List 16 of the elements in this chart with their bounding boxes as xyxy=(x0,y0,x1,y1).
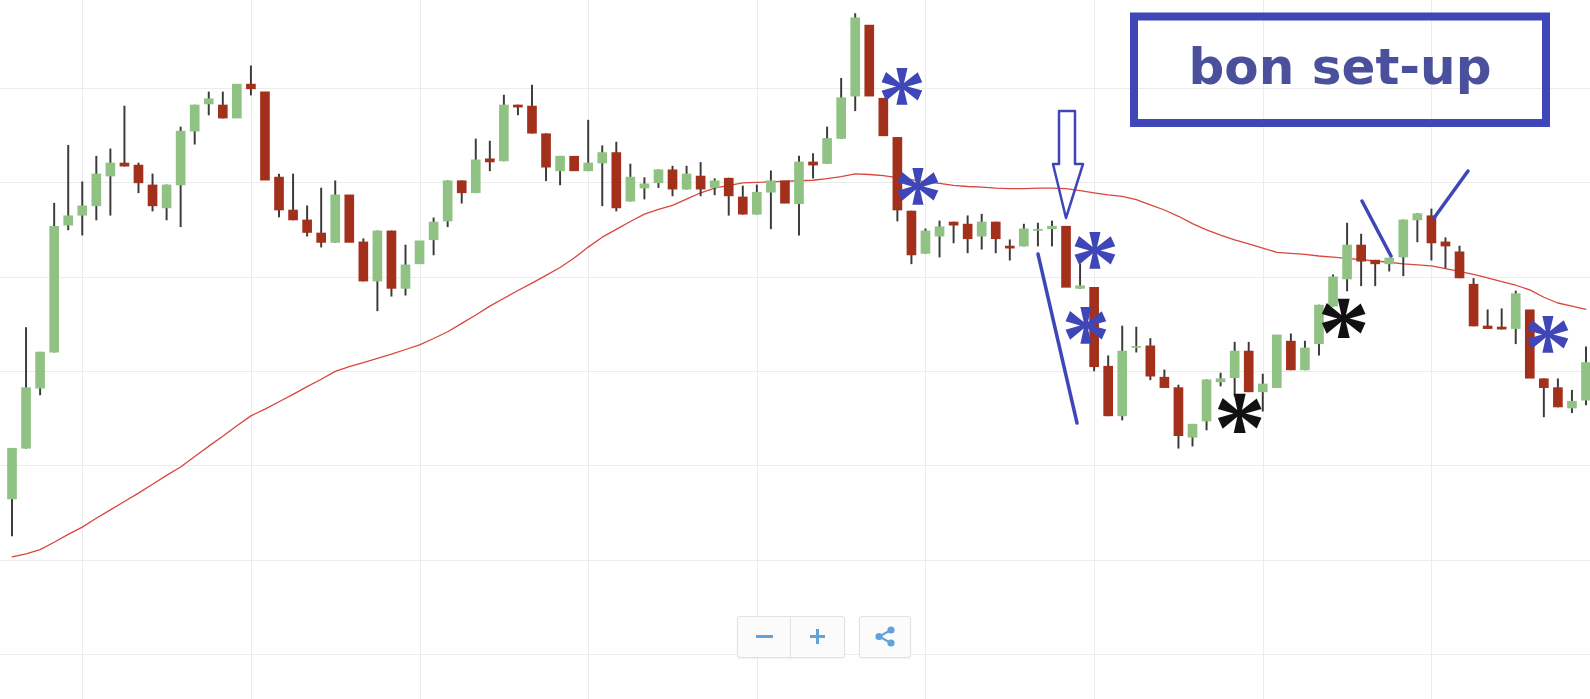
candlestick xyxy=(63,144,74,231)
candlestick xyxy=(414,240,425,265)
candlestick xyxy=(344,194,355,243)
annotation: * xyxy=(1317,274,1370,390)
candlestick xyxy=(260,91,270,181)
annotation: * xyxy=(877,44,927,153)
candlestick xyxy=(780,180,790,204)
candlestick xyxy=(232,83,242,119)
candlestick xyxy=(1061,225,1071,288)
candlestick xyxy=(1271,334,1282,388)
annotation: bon set-up xyxy=(1188,38,1492,96)
annotation: * xyxy=(1213,369,1266,485)
candlestick xyxy=(1033,222,1043,247)
candlestick xyxy=(1131,326,1142,353)
candlestick xyxy=(864,24,875,97)
candlestick xyxy=(569,155,579,172)
